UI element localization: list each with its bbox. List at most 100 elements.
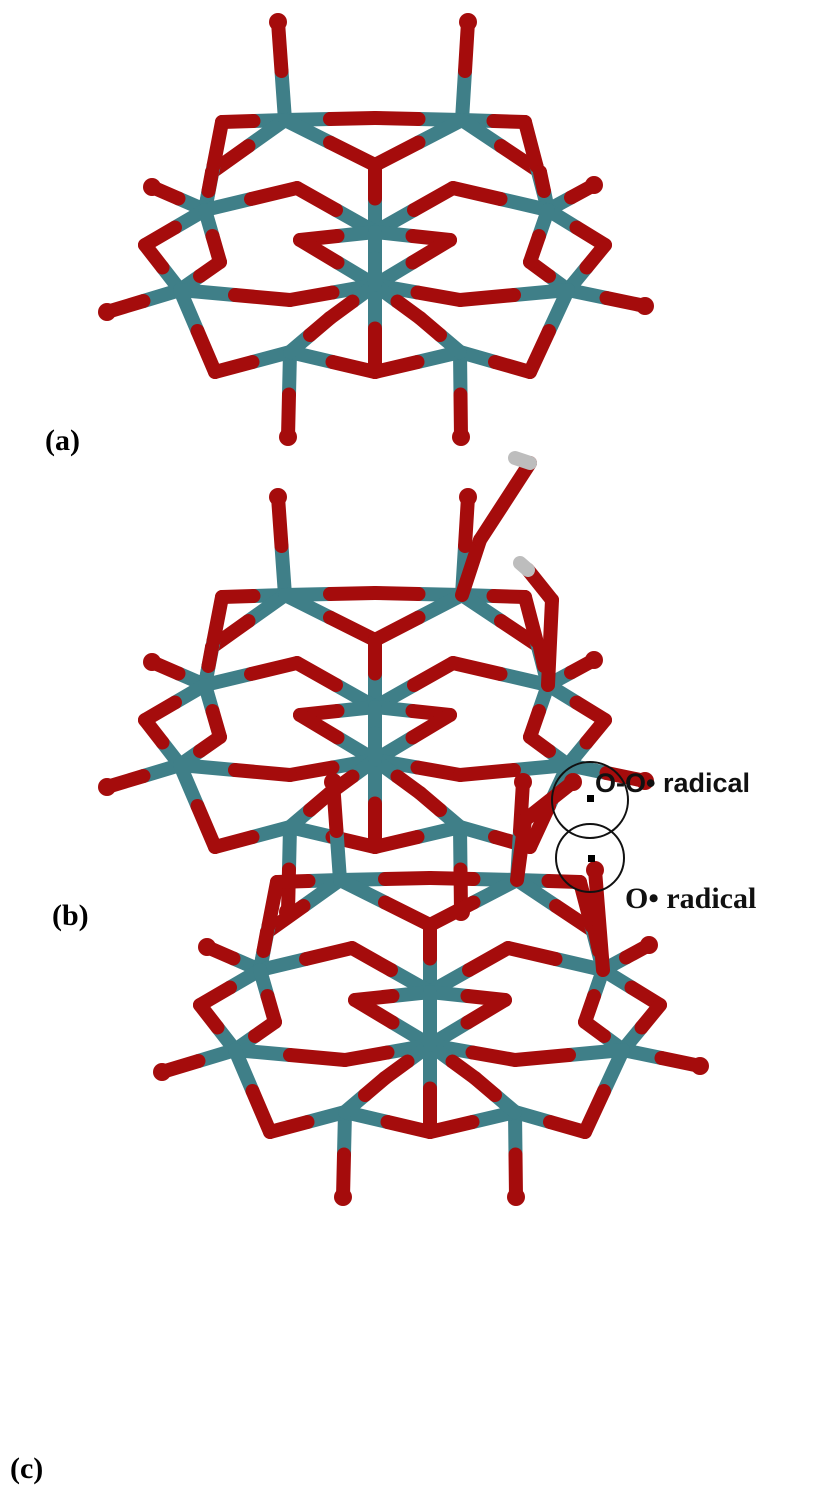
page: (a) (b) (c) O-O• radical O• radical (() … — [0, 0, 825, 1488]
bond — [330, 302, 353, 319]
bond — [540, 172, 544, 191]
bond — [352, 948, 391, 970]
annotation: O• radical — [625, 882, 756, 915]
oxygen-atom — [153, 1063, 171, 1081]
bond — [145, 720, 163, 743]
bond — [385, 1062, 408, 1079]
oxygen-atom — [269, 13, 287, 31]
bond — [270, 1122, 308, 1132]
bond — [330, 143, 375, 166]
bond — [530, 236, 539, 262]
bond — [520, 563, 528, 570]
bond — [297, 188, 336, 210]
bond — [215, 362, 253, 372]
bond — [515, 1055, 569, 1060]
bond — [453, 663, 501, 674]
bond — [587, 245, 606, 268]
bond — [215, 837, 253, 847]
bond — [213, 711, 221, 737]
bond — [209, 172, 213, 191]
bond — [213, 236, 221, 262]
molecule — [98, 13, 654, 446]
oxygen-atom — [507, 1188, 525, 1206]
bond — [460, 295, 514, 300]
bond — [508, 948, 556, 959]
bond — [214, 597, 223, 641]
bond — [375, 143, 419, 166]
bond — [585, 996, 594, 1022]
bond — [430, 903, 474, 926]
oxygen-atom — [279, 428, 297, 446]
oxygen-atom — [98, 778, 116, 796]
oxygen-atom — [640, 936, 658, 954]
bond — [495, 362, 530, 372]
bond — [550, 1122, 585, 1132]
bond — [251, 188, 297, 199]
annotation: O-O• radical — [595, 768, 750, 798]
bond — [337, 831, 341, 880]
bond — [297, 663, 336, 685]
oxygen-atom — [198, 938, 216, 956]
molecules — [98, 13, 709, 1206]
bond — [462, 71, 465, 120]
bond — [375, 118, 419, 119]
bond — [587, 720, 606, 743]
bond — [282, 71, 286, 120]
bond — [453, 1062, 476, 1079]
panel-label: (b) — [52, 899, 89, 932]
bond — [200, 1005, 218, 1028]
oxygen-atom — [269, 488, 287, 506]
oxygen-atom — [564, 773, 582, 791]
oxygen-atom — [636, 297, 654, 315]
oxygen-atom — [459, 13, 477, 31]
bond — [530, 711, 539, 737]
molecule — [98, 458, 654, 921]
bond — [548, 600, 552, 685]
bond — [642, 1005, 661, 1028]
bond — [282, 546, 286, 595]
bond — [430, 878, 474, 879]
oxygen-atom — [452, 428, 470, 446]
oxygen-atom — [585, 176, 603, 194]
bond — [398, 302, 421, 319]
radical-dot — [588, 855, 595, 862]
bond — [480, 463, 530, 540]
bond — [595, 870, 603, 970]
bond — [306, 948, 352, 959]
bond — [375, 618, 419, 641]
bond — [264, 932, 268, 951]
oxygen-atom — [324, 773, 342, 791]
bond — [235, 770, 290, 775]
oxygen-atom — [514, 773, 532, 791]
bond — [251, 663, 297, 674]
oxygen-atom — [98, 303, 116, 321]
oxygen-atom — [459, 488, 477, 506]
bond — [385, 903, 430, 926]
oxygen-atom — [586, 861, 604, 879]
bond — [214, 122, 223, 166]
oxygen-atom — [691, 1057, 709, 1075]
bond — [209, 647, 213, 666]
bond — [375, 593, 419, 594]
bond — [330, 618, 375, 641]
bond — [269, 882, 278, 926]
panel-label: (c) — [10, 1452, 43, 1485]
oxygen-atom — [334, 1188, 352, 1206]
bond — [290, 1055, 345, 1060]
bond — [268, 996, 276, 1022]
panel-label: (a) — [45, 424, 80, 457]
bond — [469, 948, 508, 970]
radical-dot — [587, 795, 594, 802]
bond — [517, 820, 525, 880]
bond — [235, 295, 290, 300]
bond — [414, 663, 453, 685]
bond — [414, 188, 453, 210]
oxygen-atom — [143, 178, 161, 196]
bond — [453, 188, 501, 199]
bond — [515, 458, 530, 463]
bond — [460, 770, 514, 775]
figure: (a) (b) (c) O-O• radical O• radical — [0, 0, 825, 1488]
oxygen-atom — [585, 651, 603, 669]
bond — [398, 777, 421, 794]
bond — [145, 245, 163, 268]
